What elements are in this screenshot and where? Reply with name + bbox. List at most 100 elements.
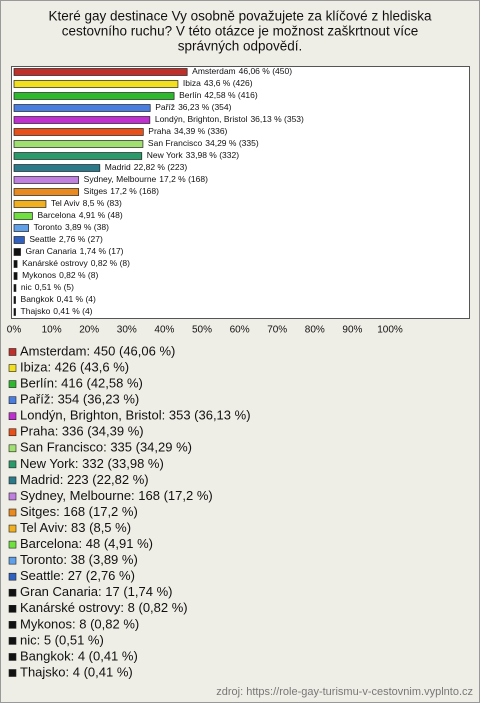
bar: [13, 140, 144, 148]
bar-value: 1,74 % (17): [80, 246, 124, 256]
x-tick-label: 20%: [79, 325, 99, 336]
legend-swatch: [8, 460, 17, 469]
bar: [13, 284, 17, 292]
legend-label: Seattle: 27 (2,76 %): [20, 568, 135, 583]
bar-value: 17,2 % (168): [110, 186, 159, 196]
bar-category: San Francisco: [148, 138, 203, 148]
source: zdroj: https://role-gay-turismu-v-cestov…: [216, 686, 473, 698]
legend-label: New York: 332 (33,98 %): [20, 456, 164, 471]
legend-label: Barcelona: 48 (4,91 %): [20, 536, 153, 551]
bar-label: New York 33,98 % (332): [147, 150, 239, 160]
bar-label: Madrid 22,82 % (223): [105, 162, 188, 172]
bar-label: Kanárské ostrovy 0,82 % (8): [22, 258, 130, 268]
bar-category: Sydney, Melbourne: [84, 174, 157, 184]
bar-value: 0,82 % (8): [59, 270, 98, 280]
bar: [13, 128, 144, 136]
bar: [13, 272, 18, 280]
legend-label: Kanárské ostrovy: 8 (0,82 %): [20, 600, 188, 615]
x-tick-label: 40%: [154, 325, 174, 336]
bar-value: 0,41 % (4): [53, 306, 92, 316]
bar: [13, 176, 80, 184]
bar-category: Thajsko: [21, 306, 51, 316]
bar-category: nic: [21, 282, 33, 292]
bar-label: San Francisco 34,29 % (335): [148, 138, 259, 148]
legend-label: Sydney, Melbourne: 168 (17,2 %): [20, 488, 213, 503]
bar-label: Gran Canaria 1,74 % (17): [26, 246, 124, 256]
legend-label: Ibiza: 426 (43,6 %): [20, 359, 129, 374]
bar-category: Kanárské ostrovy: [22, 258, 88, 268]
legend-swatch: [8, 444, 17, 453]
legend-swatch: [8, 572, 17, 581]
bar-category: Sitges: [84, 186, 108, 196]
chart-title: cestovního ruchu? V této otázce je možno…: [62, 24, 418, 39]
bar-category: New York: [147, 150, 184, 160]
legend-label: Gran Canaria: 17 (1,74 %): [20, 584, 172, 599]
legend-swatch: [8, 604, 17, 613]
bar: [13, 68, 188, 76]
legend-label: Londýn, Brighton, Bristol: 353 (36,13 %): [20, 408, 251, 423]
x-tick-label: 10%: [42, 325, 62, 336]
bar: [13, 116, 151, 124]
legend-swatch: [8, 508, 17, 517]
legend-swatch: [8, 412, 17, 421]
bar-label: Berlín 42,58 % (416): [179, 90, 258, 100]
legend-swatch: [8, 540, 17, 549]
x-tick-label: 30%: [117, 325, 137, 336]
bar-value: 42,58 % (416): [204, 90, 258, 100]
legend-swatch: [8, 524, 17, 533]
bar-category: Mykonos: [22, 270, 56, 280]
bar-label: Sydney, Melbourne 17,2 % (168): [84, 174, 208, 184]
bar-value: 22,82 % (223): [134, 162, 188, 172]
bar-label: Sitges 17,2 % (168): [84, 186, 159, 196]
bar: [13, 212, 33, 220]
x-tick-label: 70%: [267, 325, 287, 336]
legend-swatch: [8, 348, 17, 356]
legend-swatch: [8, 588, 17, 597]
legend-swatch: [8, 637, 17, 645]
bar: [13, 224, 29, 232]
bar: [13, 80, 179, 88]
bar-value: 36,23 % (354): [178, 102, 232, 112]
bar-label: nic 0,51 % (5): [21, 282, 74, 292]
bar: [13, 200, 47, 208]
legend-swatch: [8, 396, 17, 404]
bar: [13, 260, 18, 268]
chart-title: správných odpovědí.: [178, 39, 303, 54]
bar-category: Toronto: [34, 222, 63, 232]
bar: [13, 248, 21, 256]
bar-label: Ibiza 43,6 % (426): [183, 78, 253, 88]
bar-label: Bangkok 0,41 % (4): [21, 294, 96, 304]
x-tick-label: 80%: [305, 325, 325, 336]
bar-category: Praha: [148, 126, 171, 136]
legend-label: Bangkok: 4 (0,41 %): [20, 648, 138, 663]
legend-label: Amsterdam: 450 (46,06 %): [20, 343, 175, 358]
bar-value: 33,98 % (332): [186, 150, 240, 160]
bar-value: 2,76 % (27): [59, 234, 103, 244]
bar: [13, 92, 175, 100]
bar-value: 34,39 % (336): [174, 126, 228, 136]
bar-category: Berlín: [179, 90, 201, 100]
legend-swatch: [8, 653, 17, 661]
legend-label: Thajsko: 4 (0,41 %): [20, 664, 133, 679]
bar-value: 0,41 % (4): [57, 294, 96, 304]
x-tick-label: 50%: [192, 325, 212, 336]
legend-label: Madrid: 223 (22,82 %): [20, 472, 149, 487]
bar-value: 34,29 % (335): [205, 138, 259, 148]
bar-label: Paříž 36,23 % (354): [155, 102, 231, 112]
bar: [13, 104, 151, 112]
legend-label: Berlín: 416 (42,58 %): [20, 376, 143, 391]
bar-category: Ibiza: [183, 78, 201, 88]
bar-value: 0,51 % (5): [35, 282, 74, 292]
bar-value: 17,2 % (168): [159, 174, 208, 184]
bar-value: 46,06 % (450): [239, 66, 293, 76]
legend-swatch: [8, 556, 17, 565]
chart-title: Které gay destinace Vy osobně považujete…: [49, 9, 432, 24]
legend-label: Sitges: 168 (17,2 %): [20, 504, 138, 519]
bar-value: 4,91 % (48): [79, 210, 123, 220]
bar: [13, 308, 16, 316]
bar-value: 3,89 % (38): [65, 222, 109, 232]
legend-label: Paříž: 354 (36,23 %): [20, 392, 139, 407]
bar: [13, 188, 80, 196]
legend-swatch: [8, 492, 17, 501]
